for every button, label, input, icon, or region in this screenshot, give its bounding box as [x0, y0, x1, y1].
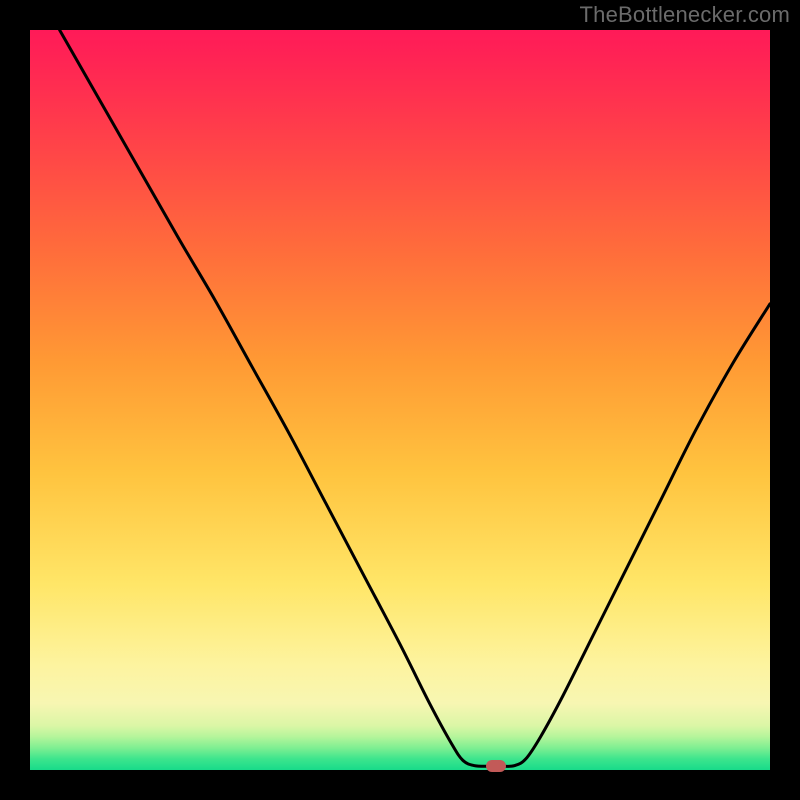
bottleneck-curve [30, 30, 770, 770]
plot-area [30, 30, 770, 770]
watermark-label: TheBottlenecker.com [580, 2, 790, 28]
optimal-point-marker [486, 760, 506, 772]
chart-frame: TheBottlenecker.com [0, 0, 800, 800]
